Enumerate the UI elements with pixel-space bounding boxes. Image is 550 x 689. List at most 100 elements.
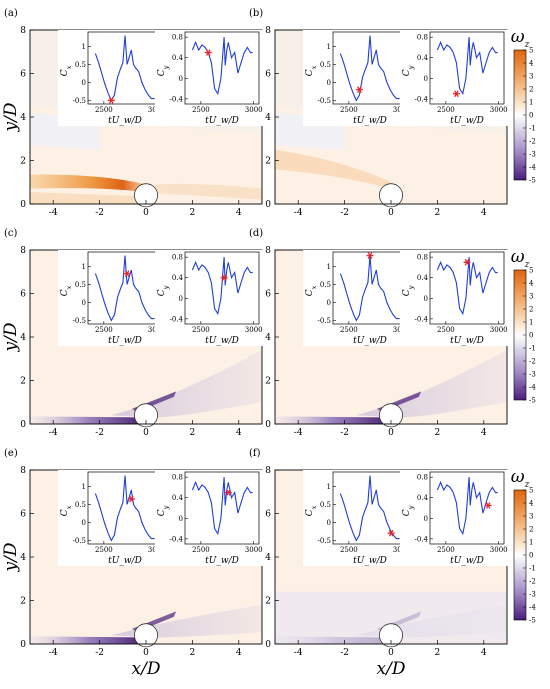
inset-x-tick-label: 3000 <box>490 106 508 114</box>
y-tick-label: 2 <box>265 377 271 387</box>
colorbar-title-sub: z <box>524 480 530 490</box>
inset-y-tick-label: 0 <box>327 79 331 87</box>
inset-y-tick-label: 0 <box>82 299 86 307</box>
shear-layer <box>30 174 146 193</box>
x-tick-label: 2 <box>190 648 196 658</box>
colorbar-tick-label: -4 <box>529 164 536 172</box>
colorbar-tick-label: 3 <box>529 513 533 521</box>
inset-y-tick-label: -0.5 <box>73 317 87 325</box>
x-tick-label: -4 <box>294 208 303 218</box>
inset-line <box>94 255 155 322</box>
inset-y-tick-label: 0 <box>179 295 183 303</box>
wall-layer <box>30 636 146 644</box>
inset-y-tick-label: 0.5 <box>320 501 331 509</box>
inset-y-label: Cy <box>157 505 170 516</box>
colorbar-tick-label: -3 <box>529 371 536 379</box>
inset-y-tick-label: -0.5 <box>73 537 87 545</box>
inset-y-tick-label: -0.5 <box>318 317 332 325</box>
inset-line <box>191 37 253 96</box>
wall-layer <box>30 416 146 424</box>
colorbar-tick-label: 0 <box>529 332 533 340</box>
inset-x-tick-label: 3000 <box>245 106 263 114</box>
colorbar-tick-label: 1 <box>529 319 533 327</box>
y-tick-label: 0 <box>20 420 26 430</box>
colorbar-title-sub: z <box>524 40 530 50</box>
inset-x-tick-label: 2500 <box>192 326 210 334</box>
inset-y-tick-label: 0.4 <box>172 54 184 62</box>
inset-y-tick-label: -0.4 <box>415 535 429 543</box>
inset-line <box>191 477 253 536</box>
inset-x-tick-label: 2500 <box>95 546 113 554</box>
inset-x-label: tU_w/D <box>450 336 484 346</box>
colorbar-title: ωz <box>511 467 530 490</box>
y-tick-label: 0 <box>265 200 271 210</box>
lower-region <box>30 192 146 204</box>
inset-x-tick-label: 2500 <box>192 546 210 554</box>
colorbar-tick-label: -1 <box>529 345 536 353</box>
inset-y-label: Cx <box>60 505 73 516</box>
colorbar-tick-label: -4 <box>529 384 536 392</box>
inset-marker <box>127 495 135 503</box>
inset-y-tick-label: -0.4 <box>415 315 429 323</box>
inset-y-tick-label: 1 <box>82 483 86 491</box>
colorbar-tick-label: 2 <box>529 86 533 94</box>
y-tick-label: 6 <box>20 290 26 300</box>
inset-cy: 2500 3000 -0.4 0 0.4 0.8 Cy tU_w/D <box>400 30 508 126</box>
inset-y-tick-label: 0.4 <box>172 494 184 502</box>
inset-x-tick-label: 2500 <box>437 326 455 334</box>
inset-y-label-sub: x <box>310 65 318 69</box>
y-tick-label: 6 <box>20 70 26 80</box>
x-tick-label: -4 <box>49 208 58 218</box>
inset-cy: 2500 3000 -0.4 0 0.4 0.8 Cy tU_w/D <box>400 470 508 566</box>
inset-y-tick-label: -0.4 <box>170 315 184 323</box>
inset-y-label-sub: y <box>407 285 415 290</box>
marker-stroke <box>454 90 459 98</box>
inset-y-label: Cx <box>305 505 318 516</box>
y-tick-label: 4 <box>20 553 26 563</box>
panel-label: (b) <box>249 8 263 19</box>
panel-d: -4 -2 0 2 4 0 2 4 6 8(d) 2500 3000 -0.5 0 0.5 1 Cx tU_w/D… <box>249 228 508 438</box>
x-tick-label: 0 <box>388 648 394 658</box>
colorbar-tick-label: 1 <box>529 99 533 107</box>
panel-label: (e) <box>4 448 18 459</box>
inset-x-label: tU_w/D <box>108 116 142 126</box>
inset-y-label: Cy <box>157 65 170 76</box>
y-tick-label: 8 <box>265 246 271 256</box>
inset-marker <box>204 49 212 56</box>
inset-x-label: tU_w/D <box>450 556 484 566</box>
panel-f: -4 -2 0 2 4 0 2 4 6 8 (f) x/D 2500 3000 -0.5 0 0.5 1 Cx tU_… <box>249 448 508 679</box>
inset-y-tick-label: 0.8 <box>172 254 183 262</box>
y-tick-label: 8 <box>20 246 26 256</box>
inset-y-tick-label: 0.4 <box>172 274 184 282</box>
x-tick-label: 2 <box>435 648 441 658</box>
inset-y-tick-label: 0.5 <box>75 61 86 69</box>
inset-y-tick-label: 0.5 <box>75 281 86 289</box>
y-tick-label: 4 <box>265 333 271 343</box>
inset-y-tick-label: 0 <box>424 295 428 303</box>
x-tick-label: -4 <box>294 428 303 438</box>
inset-x-label: tU_w/D <box>108 556 142 566</box>
panel-label: (f) <box>249 448 261 459</box>
inset-x-tick-label: 3000 <box>245 326 263 334</box>
x-tick-label: -4 <box>49 648 58 658</box>
y-tick-label: 4 <box>265 553 271 563</box>
inset-y-tick-label: 0 <box>179 515 183 523</box>
inset-x-tick-label: 2500 <box>437 106 455 114</box>
inset-y-tick-label: 0.8 <box>417 474 428 482</box>
colorbar-tick-label: -2 <box>529 138 536 146</box>
inset-line <box>436 257 498 316</box>
inset-marker <box>484 502 492 509</box>
colorbar-tick-label: 0 <box>529 552 533 560</box>
y-tick-label: 8 <box>20 26 26 36</box>
inset-y-label: Cy <box>157 285 170 296</box>
marker-stroke <box>464 258 470 266</box>
inset-line <box>94 475 155 542</box>
colorbar-tick-label: 4 <box>529 60 534 68</box>
inset-marker <box>387 529 395 537</box>
y-axis-label: y/D <box>1 542 21 572</box>
colorbar-tick-label: 5 <box>529 47 533 55</box>
inset-y-label-sub: x <box>310 285 318 289</box>
inset-marker <box>107 97 115 104</box>
